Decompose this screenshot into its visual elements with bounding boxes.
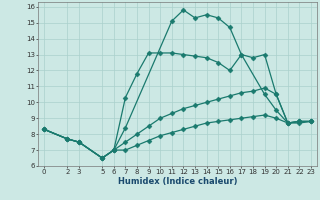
X-axis label: Humidex (Indice chaleur): Humidex (Indice chaleur) [118, 177, 237, 186]
